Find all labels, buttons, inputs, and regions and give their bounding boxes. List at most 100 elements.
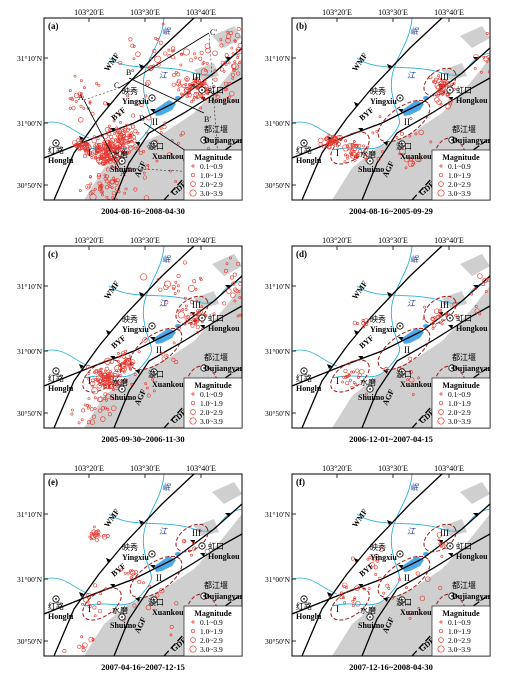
earthquake-event <box>417 158 422 163</box>
earthquake-event <box>174 601 179 606</box>
fault-label: BYF <box>358 561 376 578</box>
earthquake-event <box>356 152 360 155</box>
earthquake-event <box>130 43 135 48</box>
panel-label-bg <box>294 248 312 259</box>
earthquake-event <box>161 22 165 26</box>
earthquake-event <box>144 382 148 386</box>
earthquake-event <box>184 83 188 86</box>
town-label-zh: 红路 <box>296 373 312 383</box>
river-label: 岷 <box>162 255 171 264</box>
fault-agf <box>113 77 242 200</box>
earthquake-event <box>174 360 179 365</box>
earthquake-event <box>114 185 121 191</box>
thrust-tooth <box>354 558 359 563</box>
zone-label: II <box>404 345 410 355</box>
earthquake-event <box>113 373 118 378</box>
earthquake-event <box>174 180 178 184</box>
river-line <box>331 246 413 379</box>
thrust-tooth <box>200 325 205 329</box>
earthquake-event <box>395 136 399 139</box>
river-line <box>44 577 90 595</box>
earthquake-event <box>238 282 242 287</box>
thrust-tooth <box>200 553 205 557</box>
town-label-zh: 映秀 <box>370 542 386 552</box>
earthquake-event <box>194 91 198 95</box>
earthquake-event <box>118 113 122 116</box>
fault-gdf <box>163 593 242 656</box>
earthquake-event <box>98 157 102 160</box>
earthquake-event <box>195 96 199 100</box>
zone-label: III <box>440 72 449 82</box>
earthquake-event <box>176 284 180 288</box>
town-label-zh: 红路 <box>296 601 312 611</box>
earthquake-event <box>155 593 160 598</box>
town-label-en: Hongkou <box>208 552 240 561</box>
earthquake-event <box>91 529 96 534</box>
town-dot <box>151 325 153 327</box>
earthquake-event <box>96 146 100 150</box>
earthquake-event <box>163 51 168 56</box>
earthquake-event <box>352 140 356 143</box>
earthquake-event <box>231 63 239 71</box>
earthquake-event <box>167 48 171 52</box>
legend-item-label: 1.0~1.9 <box>448 399 471 408</box>
thrust-tooth <box>448 553 453 557</box>
legend-item-label: 3.0~3.9 <box>448 417 471 426</box>
earthquake-event <box>200 305 204 309</box>
earthquake-event <box>126 363 130 367</box>
earthquake-event <box>115 144 120 149</box>
thrust-tooth <box>139 520 144 525</box>
thrust-tooth <box>387 292 392 297</box>
earthquake-event <box>133 129 138 134</box>
earthquake-event <box>352 320 357 325</box>
earthquake-event <box>93 614 97 618</box>
basin-patch <box>212 482 242 504</box>
earthquake-event <box>78 117 84 123</box>
earthquake-event <box>213 69 217 73</box>
earthquake-event <box>88 636 94 643</box>
earthquake-event <box>108 128 111 132</box>
earthquake-event <box>68 89 72 93</box>
zone-ellipse <box>377 99 431 143</box>
earthquake-event <box>363 318 369 324</box>
earthquake-event <box>108 358 115 364</box>
earthquake-event <box>176 273 181 278</box>
profile-label: D <box>139 114 145 123</box>
period-caption: 2004-08-16~2005-09-29 <box>349 206 433 216</box>
town-dot <box>203 367 205 369</box>
earthquake-event <box>324 137 329 142</box>
earthquake-event <box>418 129 424 135</box>
earthquake-event <box>470 292 473 296</box>
earthquake-event <box>236 27 241 32</box>
earthquake-event <box>240 47 242 51</box>
zone-label: I <box>88 148 91 158</box>
earthquake-event <box>359 368 365 375</box>
earthquake-event <box>408 611 413 616</box>
earthquake-event <box>93 396 97 400</box>
zone-ellipse <box>377 555 431 599</box>
earthquake-event <box>77 644 82 649</box>
earthquake-event <box>229 31 234 36</box>
lat-tick-label: 30°50′N <box>17 637 43 646</box>
earthquake-event <box>477 273 483 279</box>
legend-item-label: 2.0~2.9 <box>448 636 471 645</box>
earthquake-event <box>225 262 229 266</box>
town-dot <box>449 89 451 91</box>
earthquake-event <box>203 78 207 82</box>
lon-tick-label: 103°20′E <box>322 8 352 17</box>
town-label-en: Xuankou <box>400 152 432 161</box>
earthquake-event <box>114 138 118 142</box>
earthquake-event <box>399 131 404 136</box>
earthquake-event <box>353 158 357 162</box>
earthquake-event <box>82 106 86 110</box>
lon-tick-label: 103°20′E <box>74 8 104 17</box>
earthquake-event <box>121 354 126 359</box>
earthquake-event <box>234 39 237 43</box>
earthquake-event <box>431 80 435 84</box>
river-line <box>108 280 242 304</box>
earthquake-event <box>115 178 120 183</box>
earthquake-event <box>195 317 200 322</box>
earthquake-event <box>112 610 116 614</box>
earthquake-event <box>195 76 200 81</box>
town-label-en: Shuimo <box>358 165 384 174</box>
